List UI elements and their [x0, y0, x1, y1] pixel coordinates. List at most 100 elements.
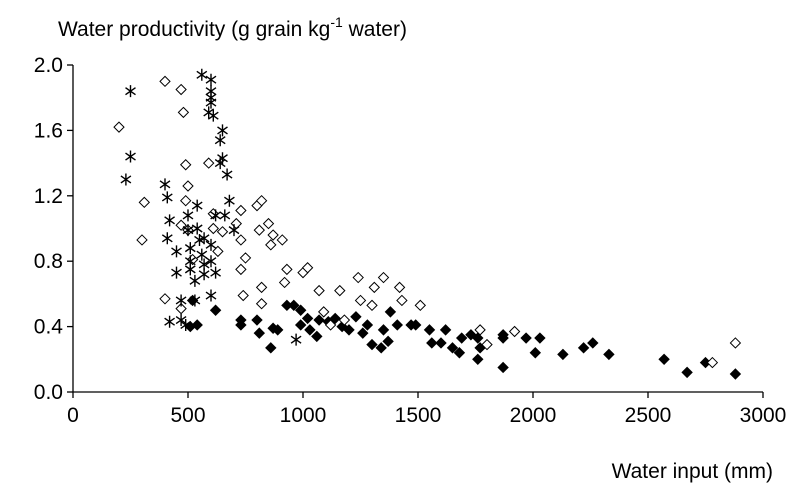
- data-point: [472, 332, 484, 344]
- data-point: [357, 327, 369, 339]
- data-point: [198, 268, 210, 281]
- x-tick-label: 1500: [395, 404, 442, 427]
- data-point: [125, 150, 136, 163]
- data-point: [603, 348, 615, 361]
- data-point: [159, 75, 171, 88]
- y-axis-title: Water productivity (g grain kg-1 water): [58, 14, 407, 41]
- data-point: [159, 293, 171, 305]
- data-point: [497, 361, 509, 374]
- data-point: [217, 124, 228, 137]
- data-point: [453, 347, 466, 359]
- data-point: [343, 324, 355, 336]
- data-point: [557, 348, 569, 361]
- data-point: [161, 232, 173, 245]
- data-point: [216, 226, 229, 238]
- data-point: [182, 224, 194, 237]
- data-point: [313, 314, 325, 326]
- data-point: [205, 255, 217, 268]
- data-point: [426, 337, 438, 349]
- data-point: [267, 229, 279, 241]
- data-point: [414, 299, 427, 312]
- data-point: [202, 157, 215, 169]
- data-point: [446, 342, 459, 354]
- data-point: [136, 234, 148, 246]
- data-point: [175, 83, 187, 96]
- data-point: [221, 168, 233, 181]
- data-point: [729, 337, 742, 349]
- data-point: [228, 224, 240, 237]
- data-point: [384, 306, 397, 318]
- data-point: [352, 271, 364, 284]
- data-point: [368, 281, 381, 294]
- data-point: [209, 304, 222, 316]
- data-point: [278, 276, 291, 289]
- data-point: [125, 85, 136, 98]
- data-point: [214, 134, 226, 147]
- data-point: [577, 342, 590, 354]
- data-point: [235, 204, 247, 217]
- data-point: [175, 314, 187, 327]
- data-point: [219, 209, 231, 222]
- data-point: [304, 324, 316, 336]
- data-point: [481, 338, 493, 351]
- data-point: [294, 319, 307, 331]
- data-point: [324, 319, 337, 331]
- x-tick-label: 0: [67, 404, 79, 427]
- data-point: [520, 332, 532, 344]
- data-point: [423, 324, 436, 336]
- y-tick-label: 1.6: [34, 119, 63, 142]
- data-point: [180, 318, 192, 331]
- y-tick-label: 2.0: [34, 54, 63, 77]
- data-point: [472, 353, 484, 366]
- x-tick-label: 3000: [740, 404, 787, 427]
- data-point: [435, 337, 447, 349]
- data-point: [212, 245, 224, 258]
- data-point: [207, 109, 219, 122]
- data-point: [294, 304, 307, 316]
- x-axis-title: Water input (mm): [612, 460, 773, 483]
- y-axis-title-text: Water productivity (g grain kg: [58, 18, 330, 41]
- data-point: [159, 178, 171, 191]
- data-point: [317, 306, 330, 318]
- x-tick-label: 500: [170, 404, 205, 427]
- data-point: [171, 266, 182, 279]
- data-point: [255, 298, 268, 310]
- data-point: [265, 239, 277, 251]
- data-point: [207, 222, 220, 235]
- data-point: [164, 214, 176, 227]
- data-point: [338, 314, 351, 326]
- data-point: [235, 263, 247, 276]
- data-point: [179, 159, 192, 171]
- data-point: [184, 242, 196, 255]
- data-point: [396, 294, 408, 307]
- data-point: [205, 73, 217, 86]
- data-point: [205, 238, 217, 251]
- data-point: [177, 106, 190, 119]
- data-point: [290, 333, 302, 346]
- data-point: [301, 312, 314, 325]
- data-point: [210, 266, 222, 279]
- data-point: [350, 311, 362, 323]
- data-point: [251, 314, 263, 326]
- data-point: [497, 332, 509, 344]
- data-point: [375, 342, 387, 354]
- data-point: [255, 194, 268, 207]
- data-point: [474, 324, 486, 336]
- data-point: [161, 191, 173, 204]
- data-point: [253, 327, 266, 339]
- data-point: [184, 263, 196, 276]
- data-point: [253, 224, 266, 236]
- y-axis-title-superscript: -1: [330, 14, 343, 30]
- data-point: [262, 217, 275, 230]
- data-point: [255, 281, 268, 294]
- y-tick-label: 0.4: [34, 316, 64, 339]
- data-point: [706, 356, 719, 369]
- data-point: [189, 274, 201, 287]
- data-point: [205, 96, 217, 109]
- data-point: [198, 232, 210, 245]
- data-point: [658, 353, 670, 366]
- data-point: [729, 368, 742, 380]
- data-point: [508, 325, 521, 338]
- data-point: [191, 319, 203, 331]
